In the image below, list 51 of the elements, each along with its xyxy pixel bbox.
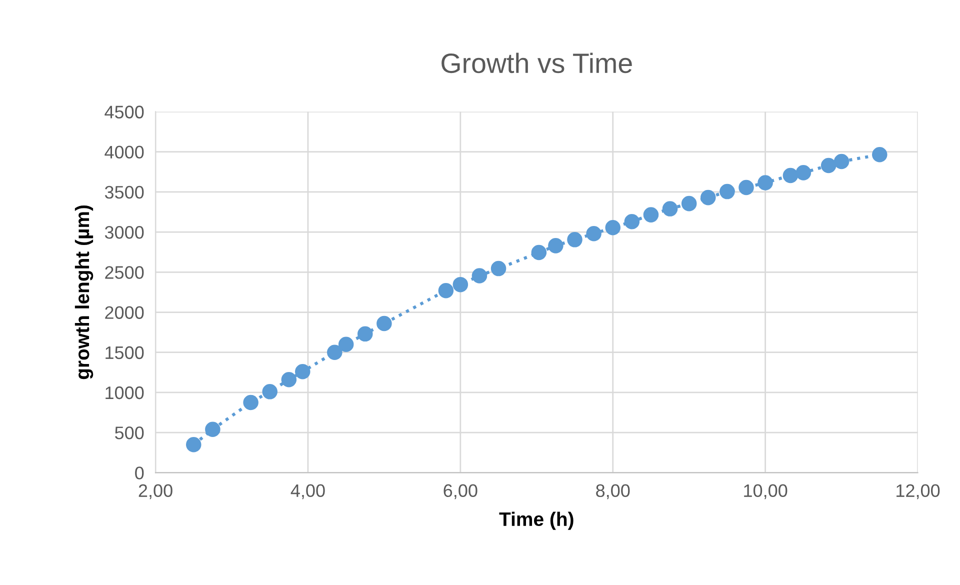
- point: [338, 336, 354, 352]
- point: [872, 147, 888, 162]
- point: [327, 344, 342, 360]
- point: [643, 207, 659, 222]
- point: [243, 394, 258, 410]
- y-tick-label: 1000: [106, 386, 144, 400]
- point: [820, 158, 836, 174]
- point: [662, 201, 678, 216]
- point: [438, 282, 454, 298]
- point: [205, 422, 220, 438]
- point: [472, 268, 488, 284]
- x-tick-label: 2,00: [138, 484, 172, 500]
- y-tick-label: 500: [115, 426, 144, 440]
- point: [681, 196, 697, 212]
- y-tick-label: 3000: [104, 226, 144, 239]
- point: [605, 220, 621, 236]
- point: [490, 260, 506, 276]
- point: [376, 316, 392, 332]
- point: [531, 244, 547, 260]
- x-tick-label: 10,00: [744, 484, 788, 500]
- y-tick-label: 1500: [106, 346, 144, 360]
- point: [281, 372, 297, 388]
- point: [720, 184, 735, 200]
- x-tick-label: 6,00: [444, 484, 478, 500]
- y-tick-label: 4500: [104, 106, 144, 118]
- point: [834, 154, 850, 170]
- point: [548, 238, 564, 254]
- y-tick-label: 2500: [105, 266, 144, 279]
- x-axis-title: Time (h): [499, 512, 574, 530]
- point: [567, 232, 582, 248]
- point: [796, 165, 812, 180]
- point: [262, 384, 278, 400]
- point: [452, 276, 468, 292]
- point: [357, 326, 373, 342]
- y-tick-label: 3500: [104, 186, 144, 199]
- x-tick-label: 8,00: [596, 484, 630, 500]
- point: [586, 226, 602, 242]
- y-axis-title: growth lenght (µm): [74, 205, 94, 380]
- y-tick-label: 4000: [104, 146, 144, 159]
- y-tick-label: 2000: [105, 306, 144, 319]
- point: [758, 175, 773, 190]
- point: [624, 214, 640, 230]
- point: [782, 168, 798, 184]
- y-tick-label: 0: [135, 466, 144, 480]
- point: [738, 180, 754, 196]
- point: [700, 190, 716, 206]
- point: [186, 436, 202, 452]
- x-tick-label: 4,00: [290, 484, 325, 500]
- x-tick-label: 12,00: [896, 484, 940, 500]
- chart-title: Growth vs Time: [442, 52, 632, 74]
- point: [294, 364, 310, 380]
